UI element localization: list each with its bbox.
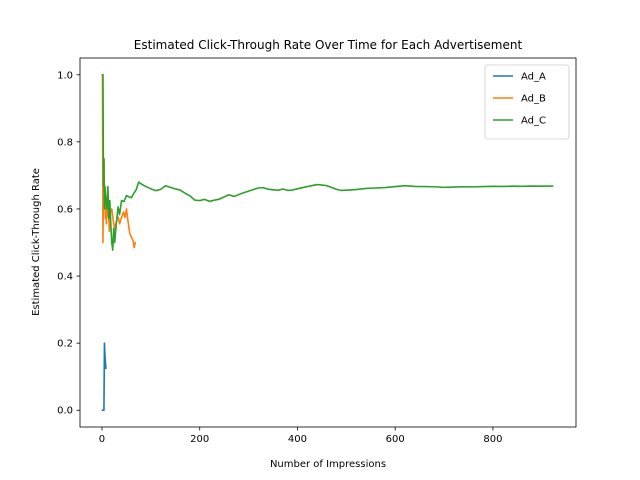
x-tick-label: 0: [99, 434, 105, 445]
x-tick-label: 600: [386, 434, 405, 445]
y-axis-ticks: 0.0 0.2 0.4 0.6 0.8 1.0: [57, 70, 80, 417]
x-axis-label: Number of Impressions: [270, 459, 386, 470]
x-tick-label: 400: [288, 434, 307, 445]
y-tick-label: 0.2: [57, 339, 73, 350]
series-layer: [101, 73, 554, 412]
legend: Ad_A Ad_B Ad_C: [484, 64, 570, 140]
y-tick-label: 0.0: [57, 406, 73, 417]
plot-area: 0 200 400 600 800 0.0 0.2 0.4 0.6 0.8 1.0: [57, 57, 577, 445]
y-tick-label: 0.8: [57, 137, 73, 148]
legend-label-ad-a: Ad_A: [521, 72, 546, 83]
y-axis-label: Estimated Click-Through Rate: [31, 168, 42, 316]
legend-label-ad-b: Ad_B: [521, 94, 546, 105]
legend-label-ad-c: Ad_C: [521, 116, 546, 127]
y-tick-label: 0.4: [57, 272, 73, 283]
y-tick-label: 0.6: [57, 204, 73, 215]
axes-frame: [79, 57, 577, 428]
x-tick-label: 200: [190, 434, 209, 445]
chart-title: Estimated Click-Through Rate Over Time f…: [134, 38, 523, 52]
x-axis-ticks: 0 200 400 600 800: [99, 427, 502, 445]
y-tick-label: 1.0: [57, 70, 73, 81]
x-tick-label: 800: [483, 434, 502, 445]
series-line-ad-a: [101, 342, 107, 412]
series-line-ad-c: [101, 73, 554, 251]
